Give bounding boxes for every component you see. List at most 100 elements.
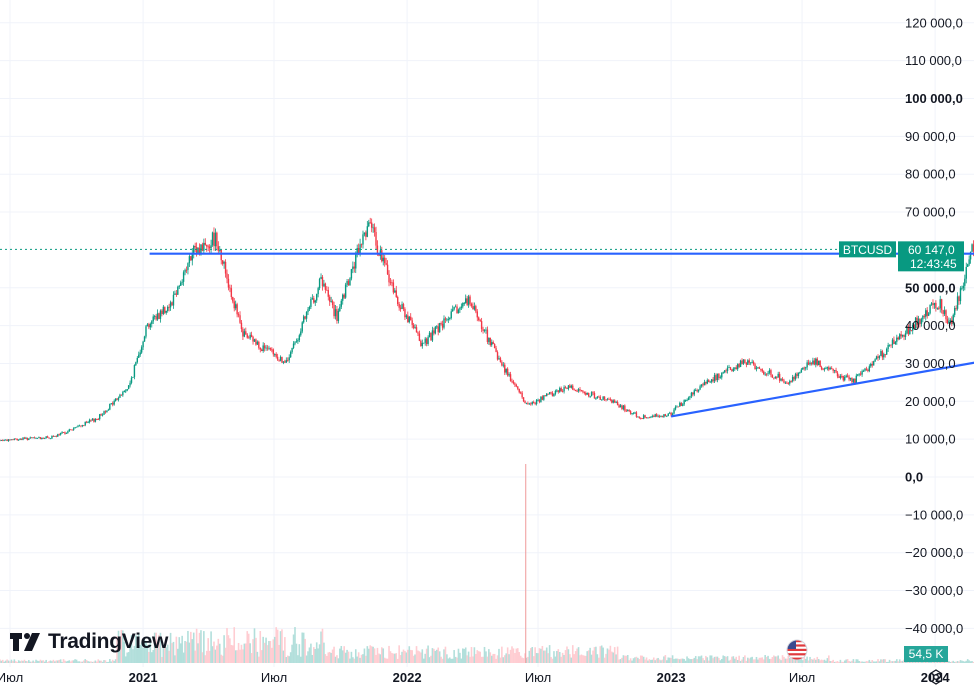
volume-bar (634, 657, 636, 663)
volume-bar (467, 651, 470, 663)
volume-bar (583, 655, 586, 663)
candle-body (861, 371, 863, 375)
volume-bar (12, 661, 14, 663)
volume-bar (6, 659, 8, 663)
last-price-tag (898, 241, 964, 272)
volume-bar (605, 653, 607, 663)
volume-bar (852, 659, 855, 663)
tradingview-logo[interactable]: TradingView (10, 630, 168, 654)
candle-body (114, 398, 117, 401)
candle-body (64, 432, 66, 434)
candle-body (418, 333, 421, 341)
time-axis[interactable]: Июл2021Июл2022Июл2023Июл2024Июл2025Июл20… (0, 670, 974, 685)
candle-body (208, 246, 211, 249)
volume-bar (856, 659, 859, 663)
volume-bar (56, 660, 59, 663)
volume-bar (456, 657, 458, 663)
candle-body (3, 439, 5, 441)
candle-body (185, 269, 188, 271)
candle-body (797, 372, 800, 377)
volume-bar (518, 652, 521, 663)
candle-body (139, 352, 141, 355)
volume-bar (897, 661, 900, 663)
volume-bar (234, 650, 237, 663)
volume-bar (451, 658, 454, 663)
candle-body (255, 339, 257, 345)
volume-bar (450, 658, 453, 663)
candle-body (783, 380, 785, 383)
price-axis[interactable]: 120 000,0 110 000,0 100 000,0 90 000,0 80 00… (905, 15, 963, 636)
candle-body (696, 390, 698, 392)
candle-body (661, 416, 664, 418)
trend-line[interactable] (670, 254, 974, 418)
volume-bar (153, 632, 156, 663)
volume-bar (823, 659, 826, 663)
volume-bar (794, 659, 797, 663)
volume-bar (668, 657, 671, 663)
volume-bar (378, 653, 380, 663)
volume-bar (472, 656, 474, 663)
volume-bar (937, 661, 940, 663)
volume-bar (586, 651, 589, 663)
candle-body (942, 310, 944, 314)
volume-bar (748, 658, 751, 663)
volume-bar (226, 628, 228, 663)
candle-body (13, 438, 16, 440)
candle-body (130, 377, 133, 383)
volume-bar (59, 659, 62, 663)
volume-bar (239, 649, 241, 663)
symbol-tag (839, 241, 896, 258)
volume-bar (315, 642, 318, 663)
volume-bar (754, 659, 756, 663)
candle-body (965, 266, 967, 279)
candle-body (119, 394, 121, 398)
candle-body (567, 385, 570, 389)
volume-bar (136, 648, 139, 663)
candle-body (935, 302, 937, 309)
volume-bar (783, 656, 785, 663)
volume-bar (353, 658, 356, 663)
candle-body (884, 354, 886, 356)
volume-bar (85, 660, 88, 663)
candle-body (415, 327, 418, 333)
candle-body (90, 419, 92, 421)
candle-body (768, 370, 771, 373)
candle-body (423, 342, 425, 344)
volume-bar (117, 630, 120, 663)
volume-bar (786, 658, 788, 663)
volume-bar (204, 655, 207, 663)
volume-bar (258, 656, 260, 663)
candle-body (100, 414, 102, 416)
candle-body (959, 288, 962, 302)
candle-body (763, 371, 765, 375)
us-flag-icon[interactable] (786, 639, 808, 661)
gear-icon[interactable] (928, 669, 944, 685)
volume-bar (190, 631, 192, 663)
candle-body (171, 302, 173, 306)
candle-body (315, 294, 318, 301)
candle-body (635, 412, 638, 417)
volume-bar (443, 649, 445, 663)
volume-bar (305, 655, 308, 663)
volume-bar (849, 661, 852, 663)
volume-bar (890, 661, 892, 663)
candle-body (340, 300, 342, 307)
candle-body (771, 375, 774, 378)
candle-body (143, 336, 146, 342)
candle-body (327, 290, 329, 297)
candle-body (767, 372, 769, 374)
volume-bar (192, 632, 195, 663)
volume-bar (761, 657, 764, 663)
candle-body (324, 283, 327, 290)
volume-bar (72, 660, 75, 663)
candle-body (619, 405, 622, 408)
candle-body (26, 437, 29, 440)
volume-bar (631, 660, 633, 663)
candle-body (198, 247, 201, 254)
candle-body (666, 415, 668, 417)
volume-bar (35, 659, 37, 663)
volume-bar (320, 631, 322, 663)
volume-bar (654, 660, 657, 663)
volume-bar (67, 660, 69, 663)
